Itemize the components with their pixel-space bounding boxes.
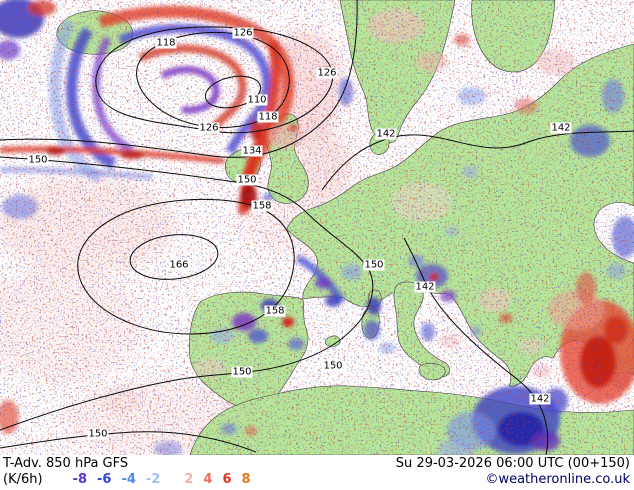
cold-speckle-texture xyxy=(0,0,634,455)
datetime-label: Su 29-03-2026 06:00 UTC (00+150) xyxy=(395,456,630,471)
legend-value: 6 xyxy=(222,472,232,487)
map-graphic xyxy=(0,0,634,455)
footer-bar: T-Adv. 850 hPa GFS Su 29-03-2026 06:00 U… xyxy=(0,455,634,490)
legend-value: -2 xyxy=(145,472,161,487)
footer-row-2: (K/6h) -8 -6 -4 -2 2 4 6 8 ©weatheronline.co.uk xyxy=(3,472,630,488)
footer-row-1: T-Adv. 850 hPa GFS Su 29-03-2026 06:00 U… xyxy=(3,456,630,472)
units-label: (K/6h) xyxy=(3,472,43,487)
legend-scale: -8 -6 -4 -2 2 4 6 8 xyxy=(73,472,261,487)
map-area: 118 126 110 118 126 126 134 142 142 150 150 158 166 1… xyxy=(0,0,634,455)
legend-value: 4 xyxy=(203,472,213,487)
legend-value: 8 xyxy=(241,472,251,487)
map-title: T-Adv. 850 hPa GFS xyxy=(3,456,129,471)
contour-lines-layer xyxy=(0,0,634,455)
legend-value: -6 xyxy=(97,472,112,487)
legend-value: 2 xyxy=(184,472,194,487)
legend-value: -4 xyxy=(121,472,136,487)
copyright-label: ©weatheronline.co.uk xyxy=(485,472,630,487)
legend-value: -8 xyxy=(72,472,88,487)
